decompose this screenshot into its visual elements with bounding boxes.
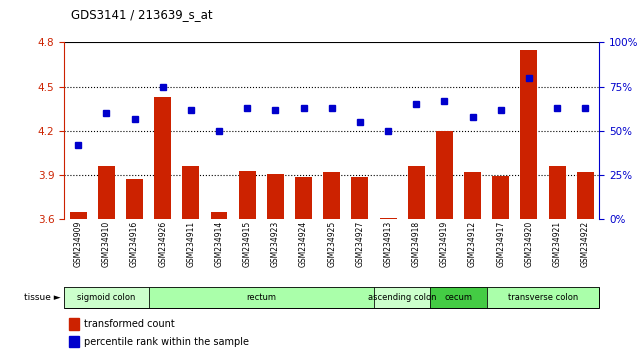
- Bar: [520, 50, 537, 219]
- Bar: [69, 336, 79, 348]
- Text: ascending colon: ascending colon: [368, 293, 437, 302]
- Bar: [70, 212, 87, 219]
- Text: tissue ►: tissue ►: [24, 293, 61, 302]
- Bar: [69, 318, 79, 330]
- Text: cecum: cecum: [444, 293, 472, 302]
- Bar: [64, 287, 149, 308]
- Text: percentile rank within the sample: percentile rank within the sample: [85, 337, 249, 347]
- Bar: [379, 218, 397, 219]
- Bar: [98, 166, 115, 219]
- Text: transverse colon: transverse colon: [508, 293, 578, 302]
- Text: transformed count: transformed count: [85, 319, 175, 329]
- Text: GDS3141 / 213639_s_at: GDS3141 / 213639_s_at: [71, 8, 212, 21]
- Bar: [126, 179, 143, 219]
- Bar: [436, 131, 453, 219]
- Bar: [577, 172, 594, 219]
- Bar: [295, 177, 312, 219]
- Bar: [549, 166, 565, 219]
- Bar: [374, 287, 430, 308]
- Bar: [351, 177, 369, 219]
- Bar: [149, 287, 374, 308]
- Bar: [323, 172, 340, 219]
- Bar: [487, 287, 599, 308]
- Text: sigmoid colon: sigmoid colon: [77, 293, 135, 302]
- Bar: [183, 166, 199, 219]
- Bar: [430, 287, 487, 308]
- Bar: [211, 212, 228, 219]
- Text: rectum: rectum: [246, 293, 276, 302]
- Bar: [267, 174, 284, 219]
- Bar: [492, 176, 509, 219]
- Bar: [464, 172, 481, 219]
- Bar: [154, 97, 171, 219]
- Bar: [408, 166, 425, 219]
- Bar: [238, 171, 256, 219]
